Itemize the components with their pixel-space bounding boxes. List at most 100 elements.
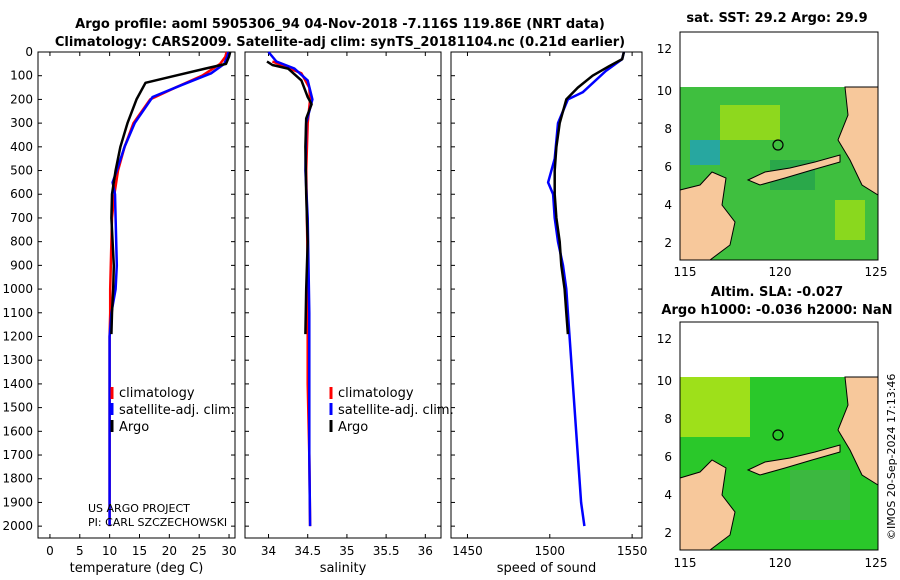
- sst-map: sat. SST: 29.2 Argo: 29.9: [679, 11, 879, 261]
- sla-map-border: [679, 321, 879, 551]
- temperature-panel: 0100200300400500600700800900100011001200…: [2, 45, 236, 576]
- y-tick-label: 1600: [2, 424, 33, 438]
- sla-map: Altim. SLA: -0.027 Argo h1000: -0.036 h2…: [661, 285, 893, 551]
- sla-map-xtick: 125: [865, 556, 888, 570]
- sst-warm-patch: [835, 200, 865, 240]
- sst-map-xtick: 125: [865, 265, 888, 279]
- x-tick-label: 35: [339, 544, 354, 558]
- y-tick-label: 1100: [2, 306, 33, 320]
- series-line-satellite-adj-clim: [546, 51, 626, 527]
- x-tick-label: 1500: [535, 544, 566, 558]
- y-tick-label: 100: [10, 69, 33, 83]
- sla-low-patch: [790, 470, 850, 520]
- sst-map-xtick: 115: [674, 265, 697, 279]
- legend-salinity: climatology satellite-adj. clim. Argo: [329, 386, 454, 435]
- x-tick-label: 20: [162, 544, 177, 558]
- legend-temperature: climatology satellite-adj. clim. Argo: [110, 386, 235, 435]
- sla-map-xtick: 120: [769, 556, 792, 570]
- y-tick-label: 1200: [2, 329, 33, 343]
- series-line-argo: [553, 51, 626, 335]
- sst-land-islands: [746, 154, 841, 186]
- sla-map-title-2: Argo h1000: -0.036 h2000: NaN: [661, 303, 892, 318]
- x-tick-label: 5: [76, 544, 84, 558]
- y-tick-label: 800: [10, 235, 33, 249]
- plot-frame: [244, 51, 442, 539]
- y-tick-label: 400: [10, 140, 33, 154]
- sst-warm-patch: [720, 105, 780, 140]
- sla-map-ytick: 4: [664, 488, 672, 502]
- x-tick-label: 1450: [452, 544, 483, 558]
- sst-map-ytick: 6: [664, 160, 672, 174]
- sla-map-ytick: 10: [657, 374, 672, 388]
- legend-label-climatology: climatology: [119, 386, 195, 401]
- plot-frame: [450, 51, 643, 539]
- y-tick-label: 700: [10, 211, 33, 225]
- x-axis-label: salinity: [320, 561, 367, 576]
- y-tick-label: 1000: [2, 282, 33, 296]
- sla-map-xticks: 115 120 125: [674, 556, 888, 570]
- x-axis-label: speed of sound: [497, 561, 597, 576]
- series-line-argo: [110, 51, 232, 335]
- imos-watermark: ©IMOS 20-Sep-2024 17:13:46: [885, 374, 898, 540]
- sst-map-xticks: 115 120 125: [674, 265, 888, 279]
- sla-map-ytick: 6: [664, 450, 672, 464]
- y-tick-label: 0: [25, 45, 33, 59]
- argo-location-marker: [772, 429, 784, 441]
- header-line-2: Climatology: CARS2009. Satellite-adj cli…: [55, 35, 625, 50]
- sst-map-yticks: 2 4 6 8 10 12: [657, 42, 672, 250]
- y-tick-label: 1300: [2, 353, 33, 367]
- credit-project: US ARGO PROJECT: [88, 502, 190, 515]
- y-tick-label: 500: [10, 164, 33, 178]
- sst-map-ytick: 10: [657, 84, 672, 98]
- sla-map-title-1: Altim. SLA: -0.027: [711, 285, 843, 300]
- y-tick-label: 900: [10, 258, 33, 272]
- x-tick-label: 25: [192, 544, 207, 558]
- legend-label-argo: Argo: [338, 420, 368, 435]
- plot-frame: [37, 51, 236, 539]
- sound-speed-panel: 1450 1500 1550 speed of sound: [450, 51, 648, 576]
- sst-map-border: [679, 31, 879, 261]
- sst-map-xtick: 120: [769, 265, 792, 279]
- y-tick-label: 1400: [2, 377, 33, 391]
- sst-map-title: sat. SST: 29.2 Argo: 29.9: [686, 11, 867, 26]
- x-axis-label: temperature (deg C): [70, 561, 204, 576]
- y-tick-label: 1700: [2, 448, 33, 462]
- series-line-argo: [266, 60, 313, 335]
- x-tick-label: 0: [46, 544, 54, 558]
- header-line-1: Argo profile: aoml 5905306_94 04-Nov-201…: [75, 17, 605, 32]
- credit-pi: PI: CARL SZCZECHOWSKI: [88, 516, 227, 529]
- legend-label-satellite: satellite-adj. clim.: [119, 403, 235, 418]
- x-tick-label: 34.5: [294, 544, 321, 558]
- y-tick-label: 1500: [2, 401, 33, 415]
- sla-high-patch: [680, 377, 750, 437]
- sla-map-ytick: 2: [664, 526, 672, 540]
- series-line-climatology: [271, 60, 312, 527]
- legend-label-satellite: satellite-adj. clim.: [338, 403, 454, 418]
- x-tick-label: 36: [418, 544, 433, 558]
- y-tick-label: 1800: [2, 472, 33, 486]
- sla-map-yticks: 2 4 6 8 10 12: [657, 332, 672, 540]
- salinity-panel: 34 34.5 35 35.5 36 salinity: [244, 51, 442, 576]
- x-tick-label: 1550: [617, 544, 648, 558]
- sla-map-ytick: 12: [657, 332, 672, 346]
- y-tick-label: 1900: [2, 495, 33, 509]
- x-tick-label: 15: [132, 544, 147, 558]
- x-tick-label: 34: [261, 544, 276, 558]
- legend-label-argo: Argo: [119, 420, 149, 435]
- sla-land-islands: [746, 444, 841, 476]
- sst-map-ytick: 4: [664, 198, 672, 212]
- argo-location-marker: [772, 139, 784, 151]
- x-tick-label: 10: [102, 544, 117, 558]
- sla-map-ytick: 8: [664, 412, 672, 426]
- sst-map-ytick: 12: [657, 42, 672, 56]
- x-tick-label: 30: [221, 544, 236, 558]
- sst-cool-patch: [690, 140, 720, 165]
- series-line-satellite-adj-clim: [108, 51, 230, 527]
- y-tick-label: 600: [10, 187, 33, 201]
- y-tick-label: 200: [10, 92, 33, 106]
- sst-map-ytick: 8: [664, 122, 672, 136]
- x-tick-label: 35.5: [373, 544, 400, 558]
- y-tick-label: 2000: [2, 519, 33, 533]
- sla-map-xtick: 115: [674, 556, 697, 570]
